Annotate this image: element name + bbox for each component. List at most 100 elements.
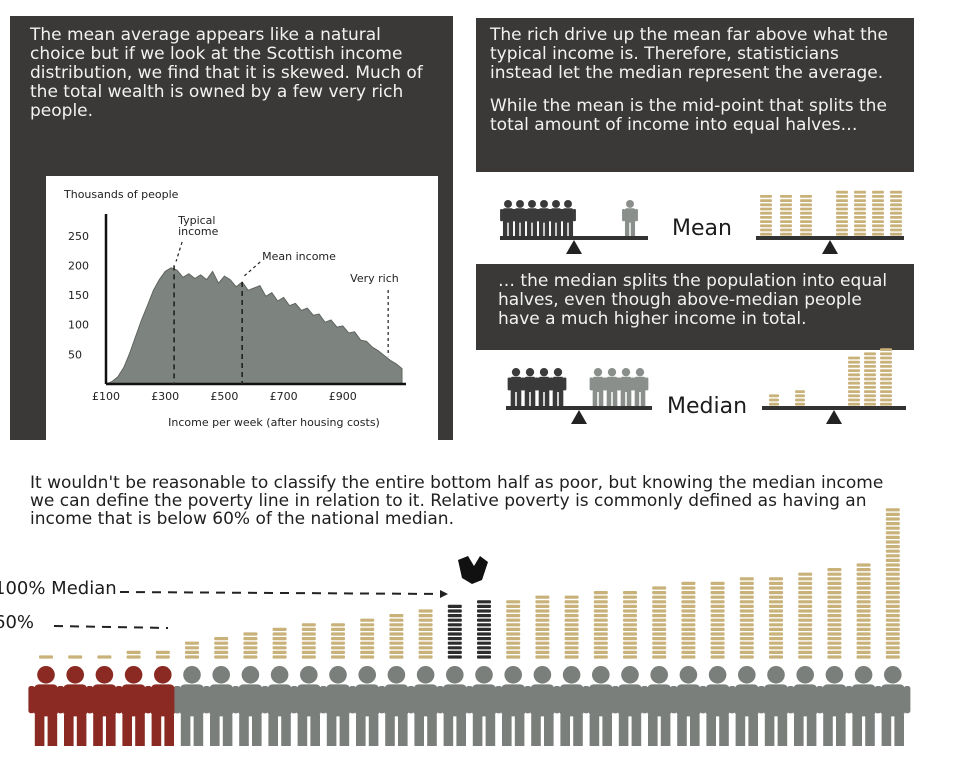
mean-explanation-panel: The rich drive up the mean far above wha…: [476, 18, 914, 172]
median-coins-seesaw: [762, 406, 906, 424]
y-tick-label: 100: [68, 319, 89, 332]
mean-label: Mean: [672, 216, 732, 241]
median-100-arrow: [440, 590, 448, 598]
median-explanation-panel: … the median splits the population into …: [476, 264, 914, 350]
person-icon: [145, 666, 181, 746]
person-icon: [548, 200, 564, 236]
coin-stack: [681, 581, 696, 659]
typical-income-annotation: Typical income: [177, 214, 219, 238]
person-icon: [495, 666, 531, 746]
coin-stack: [214, 637, 229, 659]
coin-stack: [848, 356, 860, 406]
coin-stack: [593, 591, 608, 659]
x-tick-label: £700: [270, 390, 298, 403]
person-icon: [554, 666, 590, 746]
coin-stack: [301, 623, 316, 659]
person-icon: [203, 666, 239, 746]
person-icon: [549, 368, 567, 406]
person-icon: [589, 368, 607, 406]
person-icon: [700, 666, 736, 746]
median-marker-icon: [458, 556, 488, 584]
person-icon: [507, 368, 525, 406]
person-icon: [758, 666, 794, 746]
person-icon: [512, 200, 528, 236]
coin-stack: [780, 195, 792, 236]
coin-stack: [535, 595, 550, 659]
poverty-60-label: 60%: [0, 612, 35, 633]
person-icon: [603, 368, 621, 406]
coin-stack: [798, 572, 813, 659]
coin-stack: [864, 352, 876, 406]
coin-stack: [769, 394, 779, 406]
person-icon: [28, 666, 64, 746]
coin-stack: [155, 650, 170, 659]
person-icon: [787, 666, 823, 746]
person-icon: [583, 666, 619, 746]
seesaw-fulcrum: [822, 240, 838, 254]
person-icon: [524, 666, 560, 746]
person-icon: [232, 666, 268, 746]
person-icon: [631, 368, 649, 406]
person-icon: [729, 666, 765, 746]
person-icon: [641, 666, 677, 746]
coin-stack: [68, 655, 83, 659]
person-icon: [174, 666, 210, 746]
seesaw-fulcrum: [571, 410, 587, 424]
x-tick-label: £900: [329, 390, 357, 403]
coin-stack: [418, 609, 433, 659]
intro-panel: The mean average appears like a natural …: [10, 16, 453, 444]
coin-stack: [97, 655, 112, 659]
coin-stack: [885, 508, 900, 659]
coin-stack: [760, 195, 772, 236]
coin-stack: [652, 586, 667, 659]
median-100-dashed-line: [119, 591, 445, 595]
income-distribution-chart: Thousands of people 250 200 150 100 50 £100 £30…: [46, 176, 438, 444]
median-label: Median: [667, 394, 748, 419]
person-icon: [262, 666, 298, 746]
coin-stack: [836, 190, 848, 236]
coin-stack: [389, 614, 404, 659]
coin-stack: [739, 577, 754, 659]
coin-stack: [890, 190, 902, 236]
y-tick-label: 150: [68, 289, 89, 302]
coin-stack: [880, 348, 892, 406]
mean-income-annotation: Mean income: [262, 250, 336, 263]
person-icon: [622, 200, 638, 236]
coin-stack: [564, 595, 579, 659]
person-icon: [437, 666, 473, 746]
distribution-area: [105, 267, 403, 385]
coin-stack: [872, 190, 884, 236]
person-icon: [612, 666, 648, 746]
person-icon: [670, 666, 706, 746]
median-explanation-text: … the median splits the population into …: [498, 271, 888, 329]
mean-people-seesaw: [500, 236, 648, 254]
person-icon: [57, 666, 93, 746]
coin-stack: [447, 604, 462, 659]
coin-stack: [360, 618, 375, 659]
y-tick-label: 50: [68, 348, 82, 361]
mean-income-pointer: [243, 261, 261, 277]
poverty-line-text: It wouldn't be reasonable to classify th…: [30, 473, 884, 529]
mean-split-text: While the mean is the mid-point that spl…: [490, 96, 887, 135]
coin-stack: [243, 632, 258, 659]
person-icon: [320, 666, 356, 746]
person-icon: [116, 666, 152, 746]
seesaw-fulcrum: [826, 410, 842, 424]
coin-stack: [272, 627, 287, 659]
poverty-60-dashed-line: [53, 625, 169, 629]
person-icon: [535, 368, 553, 406]
coin-stack: [795, 390, 805, 406]
mean-explanation-text: The rich drive up the mean far above wha…: [490, 25, 888, 83]
chart-ylabel: Thousands of people: [63, 188, 179, 201]
coin-stack: [126, 650, 141, 659]
coin-stack: [331, 623, 345, 659]
seesaw-fulcrum: [566, 240, 582, 254]
median-people-seesaw: [506, 406, 652, 424]
very-rich-annotation: Very rich: [350, 272, 399, 285]
x-tick-label: £300: [151, 390, 179, 403]
coin-stack: [477, 600, 491, 659]
coin-stack: [827, 568, 842, 659]
person-icon: [466, 666, 502, 746]
typical-income-pointer: [175, 241, 183, 262]
person-icon: [560, 200, 576, 236]
